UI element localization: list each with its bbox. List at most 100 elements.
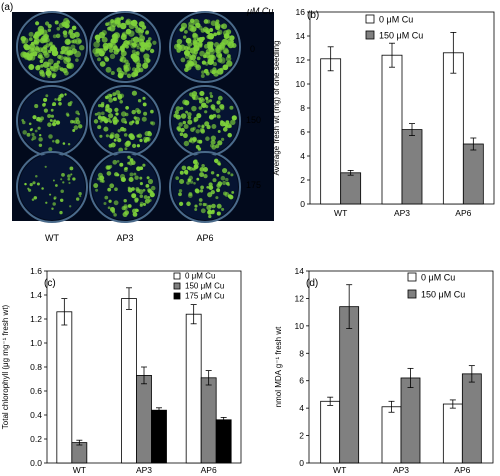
seedling [119,162,124,167]
seedling [205,96,209,101]
seedling [208,214,212,219]
seedling [184,100,190,106]
seedling [72,129,76,132]
seedling [43,108,49,113]
seedling [68,181,71,185]
seedling [51,103,55,107]
y-axis-label: Total chlorophyll (μg mg⁻¹ fresh wt) [1,304,10,429]
seedling [97,115,103,120]
seedling [216,183,222,188]
error-bar-wt-series-2 [76,439,83,446]
seedling [222,127,228,132]
seedling [214,158,219,163]
seedling [141,116,147,122]
plate-175-ap3 [89,151,161,223]
seedling [74,50,81,58]
chart-c: 0.0 0.2 0.4 0.6 0.8 1.0 1.2 1.4 1.6 Total chlorop… [1,266,242,475]
seedling [193,181,196,185]
seedling [105,108,109,112]
seedling [210,104,216,110]
legend-label-1: 0 μM Cu [185,272,215,281]
seedling [190,127,195,132]
seedling [209,94,214,99]
bar-ap6-series-1 [442,52,464,205]
seedling [134,57,141,65]
seedling [187,24,194,31]
seedling [109,48,114,53]
seedling [209,28,214,32]
seedling [28,43,36,50]
seedling [69,32,76,39]
seedling [60,178,63,181]
seedling [215,45,221,52]
seedling [220,137,225,142]
seedling [152,40,157,45]
seedling [144,30,149,35]
chart-d: 0 2 4 6 8 10 12 14 nmol MDA g⁻¹ fresh wt (d) WT AP3… [274,266,494,475]
error-bar-wt-series-1 [61,298,68,326]
seedling [112,92,117,97]
seedling [47,122,52,127]
error-bar-ap3-series-1 [126,287,132,310]
seedling [210,139,216,145]
seedling [208,41,214,47]
seedling [188,192,193,197]
seedling [45,69,52,77]
seedling [179,132,184,137]
seedling [198,139,203,144]
bar-wt-series-1 [320,58,342,205]
seedling [226,60,233,67]
panel-label: (d) [306,278,318,289]
seedling [21,40,26,44]
y-tick-label: 0.0 [30,458,42,468]
seedling [120,16,124,20]
seedling [180,113,187,119]
legend-swatch-1 [365,14,375,24]
seedling [101,36,108,43]
seedling [53,197,56,200]
seedling [131,67,137,72]
seedling [143,136,148,142]
seedling [147,131,151,135]
bar-ap6-series-1 [442,403,463,464]
seedling [124,112,129,117]
seedling [108,143,113,148]
seedling [231,190,235,194]
seedling [116,160,120,163]
seedling [211,144,217,150]
seedling [217,140,223,146]
y-tick-label: 1.2 [30,314,42,324]
seedling [99,178,104,183]
seedling [143,195,148,200]
row-label-175: 175 [246,180,261,190]
seedling [217,95,223,101]
bar-ap3-series-2 [401,129,423,205]
seedling [195,22,201,29]
legend-label-2: 150 μM Cu [379,31,423,41]
seedling [117,129,121,133]
seedling [23,43,29,49]
bar-wt-series-1 [56,311,73,464]
seedling [33,196,38,200]
y-tick-label: 1.0 [30,338,42,348]
seedling [113,213,117,217]
seedling [182,35,187,39]
seedling [219,57,226,64]
bar-wt-series-2 [339,306,360,464]
seedling [179,28,184,32]
seedling [49,41,53,46]
seedling [32,115,37,120]
seedling [204,121,210,127]
seedling [62,142,66,145]
seedling [54,98,57,101]
seedling [220,175,226,181]
seedling [51,207,54,210]
seedling [110,70,115,76]
error-bar-ap3-series-1 [388,400,395,413]
seedling [211,203,216,209]
seedling [38,137,43,142]
seedling [178,122,183,127]
seedling [50,108,54,112]
seedling [127,155,131,160]
seedling [187,178,192,183]
